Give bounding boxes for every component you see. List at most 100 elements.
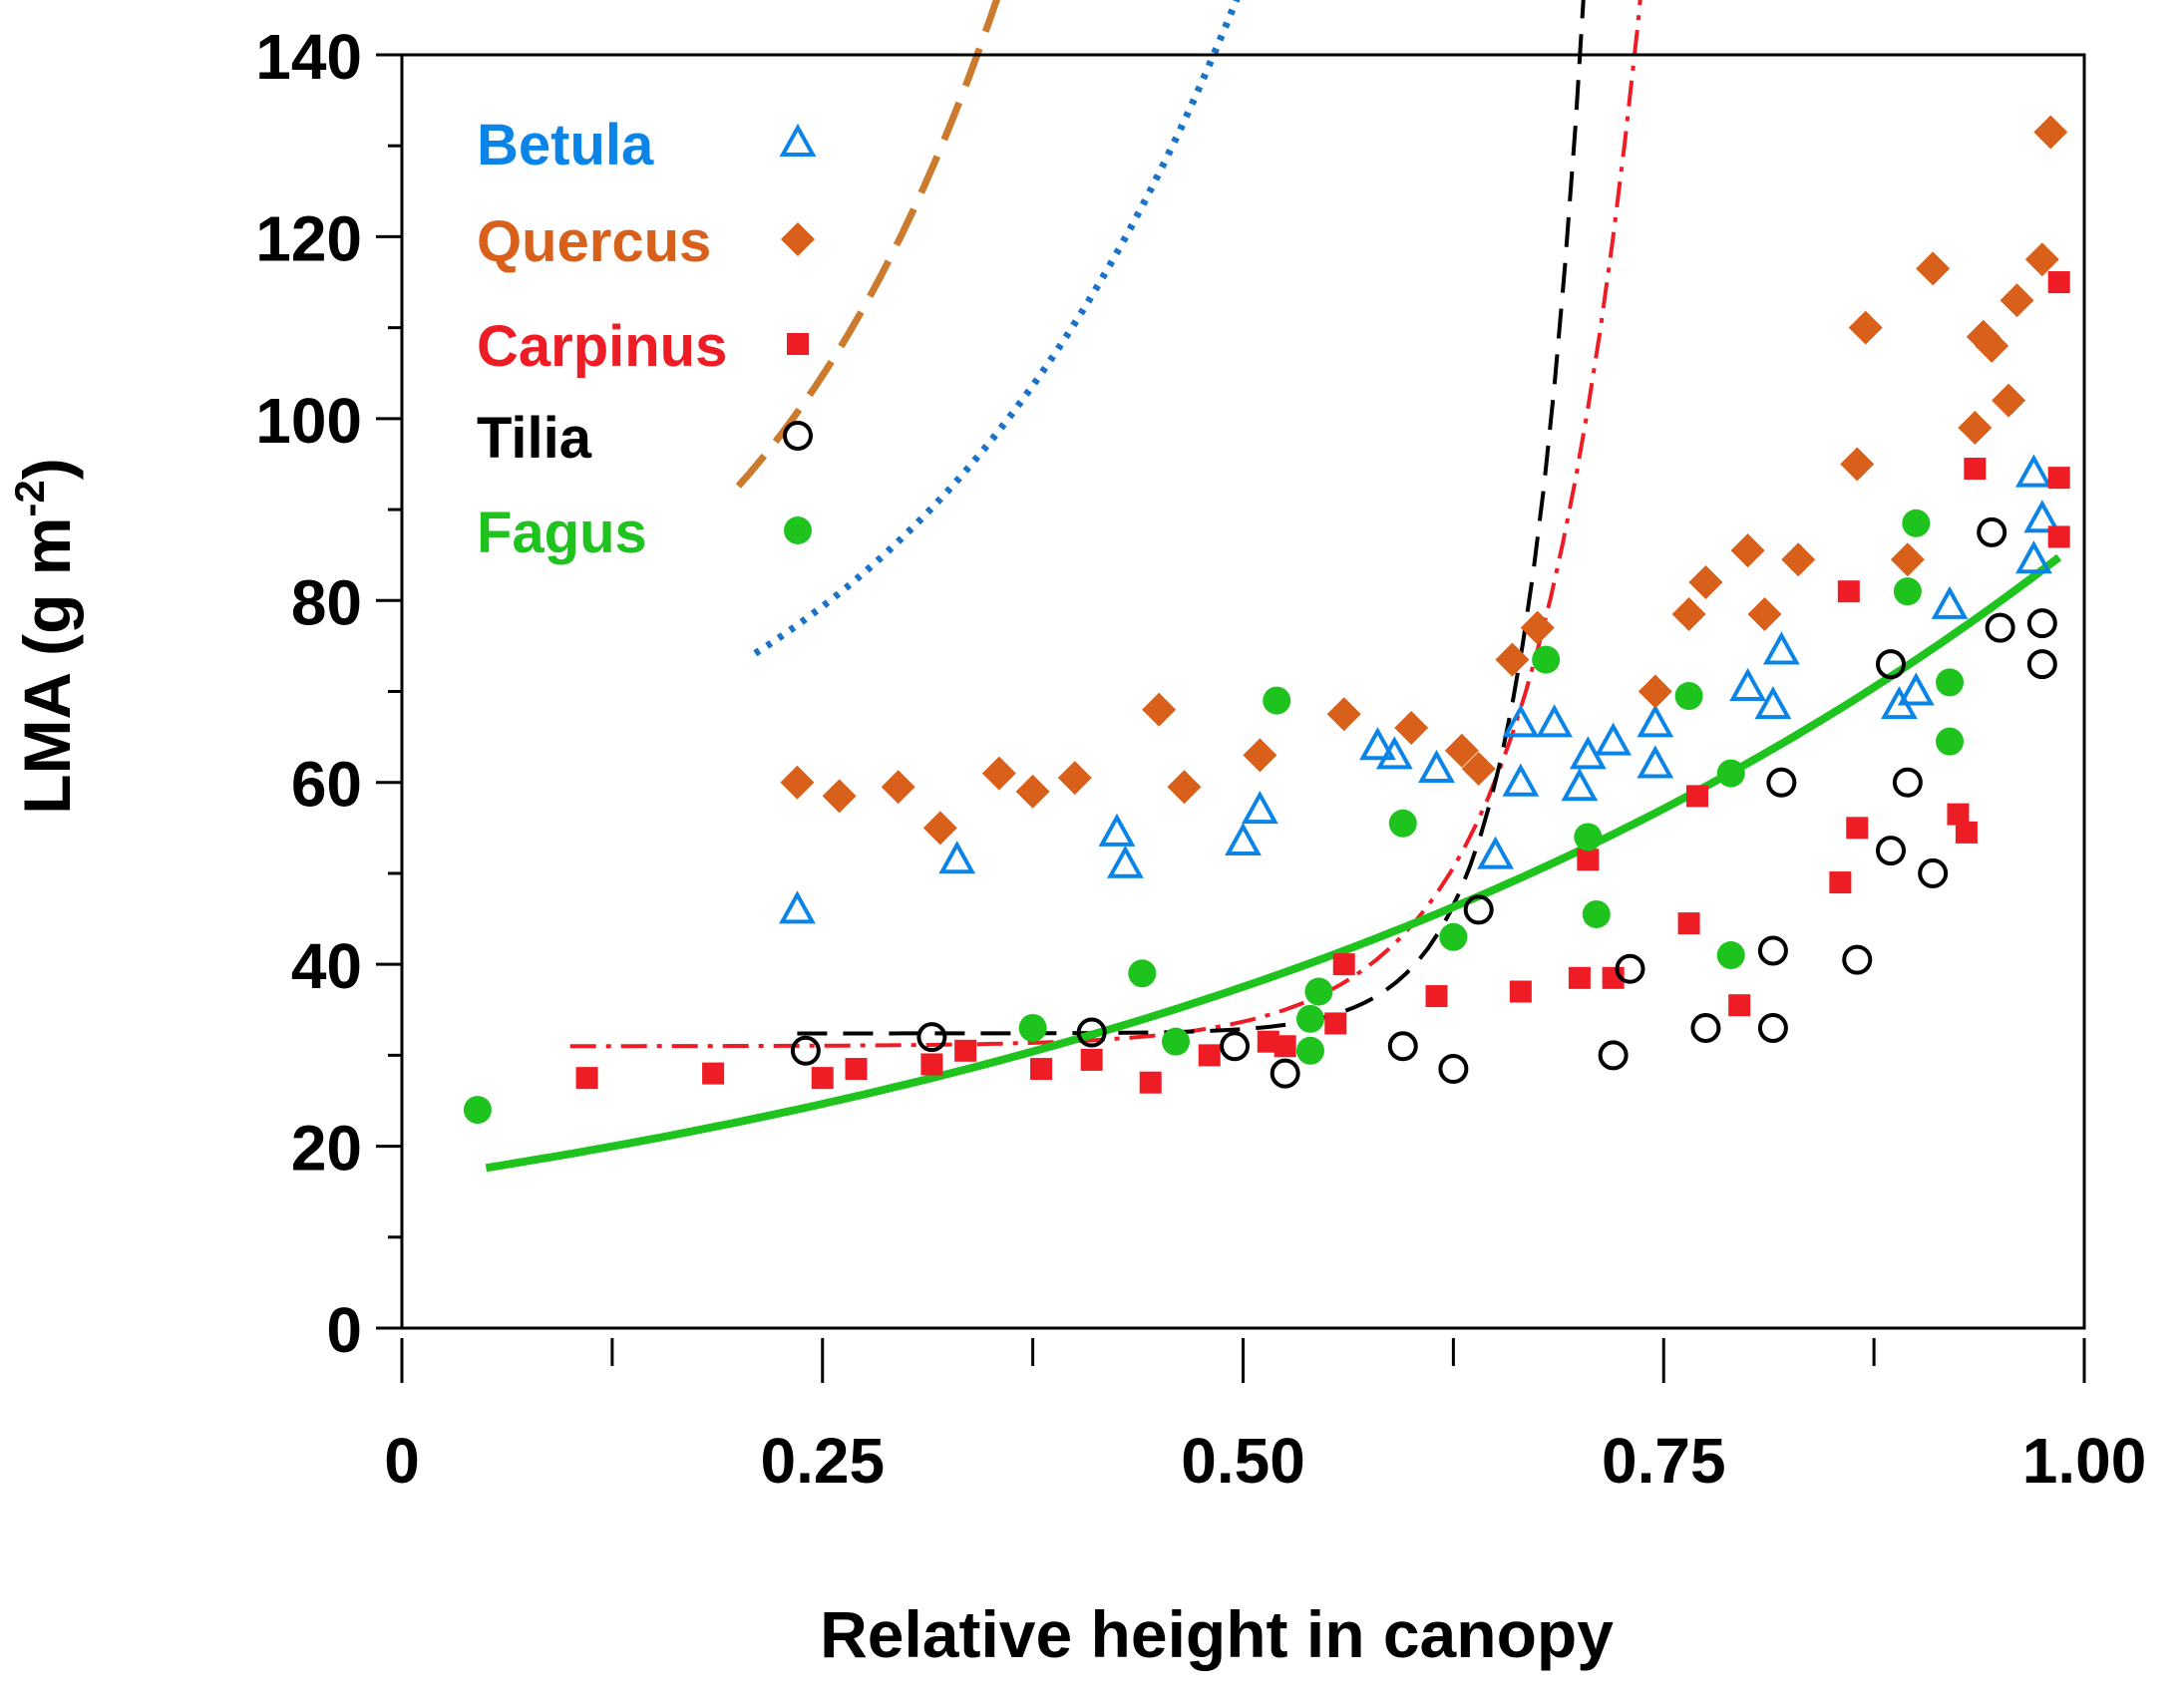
tilia-point xyxy=(2026,608,2057,639)
betula-point xyxy=(1107,845,1144,878)
fagus-series xyxy=(463,509,1965,1125)
y-axis-title: LMA (g m-2) xyxy=(6,458,84,815)
tilia-point xyxy=(1270,1058,1300,1089)
quercus-point xyxy=(1057,761,1092,796)
carpinus-point xyxy=(1677,912,1700,935)
y-tick-label: 100 xyxy=(255,385,362,457)
carpinus-point xyxy=(1030,1058,1053,1081)
quercus-point xyxy=(1730,533,1765,568)
data-points xyxy=(463,115,2070,1125)
legend-label-quercus: Quercus xyxy=(477,209,711,274)
betula-point xyxy=(1569,736,1607,770)
fagus-point xyxy=(1582,899,1611,928)
fagus-point xyxy=(1716,759,1745,788)
quercus-point xyxy=(1992,383,2026,418)
quercus-point xyxy=(1848,310,1883,345)
carpinus-point xyxy=(1577,849,1600,871)
fagus-point xyxy=(1574,823,1603,851)
betula-point xyxy=(1536,704,1573,738)
carpinus-point xyxy=(1685,785,1708,808)
carpinus-point xyxy=(1139,1071,1162,1094)
betula-fit-curve xyxy=(753,0,1241,657)
betula-point xyxy=(1637,704,1674,738)
tilia-point xyxy=(1842,944,1873,975)
fagus-point xyxy=(1936,668,1965,697)
carpinus-point xyxy=(1846,817,1869,840)
quercus-point xyxy=(1781,542,1816,577)
betula-point xyxy=(1729,667,1766,701)
carpinus-point xyxy=(1425,985,1448,1008)
y-tick-label: 0 xyxy=(326,1294,362,1366)
betula-series xyxy=(779,454,2061,924)
fagus-point xyxy=(1018,1013,1047,1042)
fagus-point xyxy=(1295,1036,1324,1065)
y-axis-title-superscript: -2 xyxy=(6,480,53,516)
quercus-point xyxy=(2000,283,2034,318)
quercus-point xyxy=(2024,242,2059,277)
fagus-point xyxy=(1263,686,1291,715)
y-tick-label: 20 xyxy=(291,1113,362,1185)
tilia-fit-curve xyxy=(797,0,2058,1034)
betula-point xyxy=(1359,727,1396,761)
betula-point xyxy=(1241,790,1278,825)
betula-point xyxy=(1561,768,1599,802)
quercus-point xyxy=(1638,674,1672,709)
tilia-point xyxy=(1463,894,1494,925)
quercus-point xyxy=(1015,774,1050,809)
y-tick-label: 120 xyxy=(255,202,362,274)
legend-marker-fagus xyxy=(784,516,812,544)
y-axis-title-main: LMA (g m xyxy=(10,517,84,815)
tilia-point xyxy=(1757,935,1788,966)
betula-point xyxy=(1931,585,1969,619)
carpinus-point xyxy=(1947,803,1970,826)
quercus-point xyxy=(881,770,915,805)
tilia-point xyxy=(1220,1031,1251,1062)
fagus-point xyxy=(1716,941,1745,970)
fagus-point xyxy=(1304,977,1333,1006)
quercus-point xyxy=(1890,542,1925,577)
betula-point xyxy=(779,890,816,924)
y-tick-label: 140 xyxy=(255,21,362,93)
quercus-point xyxy=(1243,738,1277,773)
carpinus-point xyxy=(1964,458,1987,481)
betula-point xyxy=(1477,836,1514,869)
betula-point xyxy=(1418,749,1455,784)
y-tick-label: 40 xyxy=(291,930,362,1002)
tilia-point xyxy=(1977,516,2007,547)
quercus-point xyxy=(1916,251,1951,286)
carpinus-point xyxy=(2047,467,2070,490)
carpinus-point xyxy=(575,1067,598,1090)
fagus-point xyxy=(1893,577,1922,606)
legend-marker-carpinus xyxy=(787,333,809,355)
quercus-point xyxy=(780,765,815,800)
carpinus-point xyxy=(1955,821,1978,844)
betula-point xyxy=(1595,722,1633,756)
tilia-point xyxy=(1875,649,1906,680)
betula-point xyxy=(1502,704,1540,738)
fagus-point xyxy=(1128,959,1157,988)
quercus-fit-curve xyxy=(735,0,1001,489)
tilia-point xyxy=(1985,612,2015,643)
quercus-point xyxy=(1394,710,1429,745)
betula-point xyxy=(1502,763,1540,797)
fagus-point xyxy=(1388,809,1417,838)
x-tick-label: 1.00 xyxy=(2022,1425,2147,1497)
tilia-point xyxy=(790,1035,821,1066)
quercus-point xyxy=(1142,692,1177,727)
x-tick-label: 0.75 xyxy=(1602,1425,1726,1497)
quercus-point xyxy=(1520,610,1555,645)
x-tick-label: 0 xyxy=(384,1425,420,1497)
quercus-point xyxy=(922,811,957,846)
legend-marker-quercus xyxy=(781,222,815,256)
fagus-point xyxy=(463,1096,492,1125)
betula-point xyxy=(1897,672,1935,706)
carpinus-point xyxy=(1198,1044,1221,1067)
carpinus-point xyxy=(702,1062,725,1085)
carpinus-point xyxy=(811,1067,834,1090)
tilia-point xyxy=(1918,857,1949,888)
quercus-series xyxy=(780,115,2068,846)
tilia-point xyxy=(2026,649,2057,680)
tilia-point xyxy=(1757,1012,1788,1043)
y-axis-title-close: ) xyxy=(10,458,84,480)
